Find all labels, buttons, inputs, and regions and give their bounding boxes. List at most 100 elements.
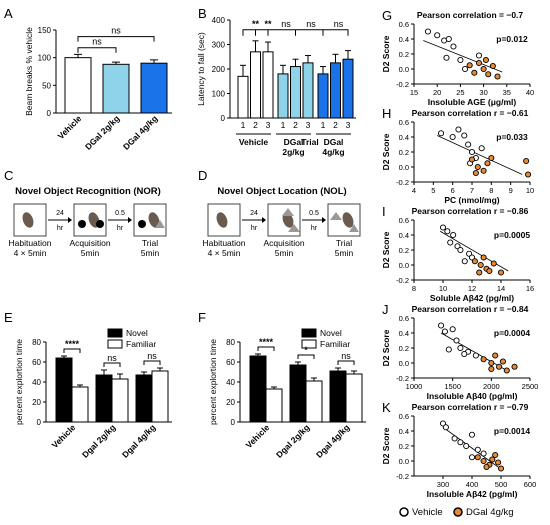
dgal-point — [488, 359, 495, 367]
x-tick-label: 2 — [333, 120, 338, 130]
x-tick-label: 300 — [437, 480, 450, 489]
dgal-point — [503, 367, 510, 374]
interval-unit: hr — [57, 225, 64, 232]
dgal-point — [471, 69, 478, 76]
x-tick-label: 14 — [497, 284, 505, 293]
panel-J: Pearson correlation r = −0.84 -0.2 0.0 0.2 0… — [381, 304, 538, 401]
x-tick-label: 2 — [293, 120, 298, 130]
fit-line — [442, 426, 499, 468]
y-axis-label: D2 Score — [381, 329, 391, 366]
legend-label: Novel — [126, 328, 148, 338]
legend-swatch — [301, 339, 317, 349]
significance-label: ns — [111, 26, 121, 36]
y-axis-label: Latency to fall (sec) — [196, 32, 206, 106]
y-tick-label: 80 — [32, 338, 41, 347]
vehicle-point — [461, 65, 469, 73]
significance-label: **** — [65, 339, 80, 349]
group-label: DGal — [324, 137, 344, 147]
significance-bracket — [77, 36, 155, 42]
step-label: Trial — [142, 238, 158, 248]
x-tick-label: 4 — [412, 186, 416, 195]
x-tick-label: 2000 — [483, 382, 500, 391]
bar — [277, 73, 289, 119]
dgal-point — [482, 56, 489, 64]
arrow-head — [322, 217, 326, 223]
vehicle-point — [441, 328, 448, 335]
panel-letter-F: F — [198, 310, 206, 325]
y-tick-label: -0.2 — [396, 472, 409, 481]
dgal-point — [490, 260, 497, 267]
y-tick-label: 0.0 — [399, 261, 409, 270]
y-tick-label: 0.6 — [399, 314, 409, 323]
y-tick-label: 0.4 — [399, 133, 409, 142]
p-value: p=0.033 — [496, 132, 528, 142]
vehicle-point — [474, 446, 481, 453]
chart-title: Pearson correlation r = −0.79 — [412, 402, 529, 412]
y-tick-label: -0.2 — [396, 276, 409, 285]
vehicle-point — [468, 454, 476, 461]
arrow-head — [262, 217, 266, 223]
vehicle-point — [447, 239, 454, 246]
legend-label: Familiar — [320, 339, 350, 349]
group-label: Vehicle — [239, 137, 269, 147]
y-tick-label: 200 — [212, 65, 226, 74]
bar — [290, 66, 301, 119]
step-label: Trial — [336, 238, 352, 248]
vehicle-point — [439, 224, 447, 231]
vehicle-point — [445, 346, 452, 353]
dgal-point — [488, 365, 495, 373]
panel-letter-D: D — [198, 168, 207, 183]
step-duration: 5min — [81, 248, 100, 258]
y-tick-label: 400 — [212, 16, 226, 25]
dgal-point — [499, 358, 506, 365]
significance-bracket — [103, 362, 121, 367]
y-tick-label: 0.0 — [399, 457, 409, 466]
x-tick-label: Dgal 2g/kg — [80, 422, 117, 459]
chart-title: Pearson correlation r = −0.61 — [412, 108, 529, 118]
dgal-point — [484, 160, 491, 167]
x-tick-label: 1 — [241, 120, 246, 130]
y-tick-label: 300 — [212, 41, 226, 50]
panel-letter-A: A — [4, 6, 13, 21]
y-tick-label: 0.6 — [399, 412, 409, 421]
panel-letter-G: G — [382, 8, 392, 23]
dgal-point — [480, 65, 487, 73]
dgal-point — [511, 363, 518, 370]
object-triangle — [155, 220, 165, 228]
dgal-point — [476, 269, 483, 276]
p-value: p=0.0004 — [494, 328, 530, 338]
y-axis-label: D2 Score — [381, 133, 391, 170]
vehicle-point — [438, 130, 445, 137]
y-tick-label: 0.2 — [399, 148, 409, 157]
y-axis-label: D2 Score — [381, 427, 391, 464]
panel-K: Pearson correlation r = −0.79 -0.2 0.0 0.2 0… — [381, 402, 536, 499]
bar — [329, 370, 347, 423]
y-tick-label: 20 — [32, 398, 41, 407]
y-tick-label: 100 — [38, 54, 52, 63]
vehicle-point — [461, 132, 468, 139]
y-tick-label: 100 — [212, 90, 226, 99]
group-label: 2g/kg — [282, 147, 304, 157]
y-tick-label: 0.6 — [399, 216, 409, 225]
object-triangle — [288, 224, 300, 232]
x-tick-label: Vehicle — [244, 422, 272, 450]
significance-label: ** — [264, 19, 272, 29]
dgal-point — [485, 71, 492, 78]
step-duration: 5min — [335, 248, 354, 258]
x-axis-label: Insoluble Aβ42 (pg/ml) — [427, 489, 518, 499]
y-tick-label: 0.0 — [399, 359, 409, 368]
y-tick-label: 0 — [47, 109, 52, 118]
x-axis-label: PC (nmol/mg) — [444, 195, 499, 205]
y-tick-label: 0.0 — [399, 65, 409, 74]
p-value: p=0.0014 — [494, 426, 530, 436]
y-tick-label: 0.4 — [399, 35, 409, 44]
vehicle-point — [434, 32, 441, 39]
y-tick-label: -0.2 — [396, 80, 409, 89]
y-axis-label: percent explortion time — [14, 339, 24, 425]
step-label: Habituation — [202, 238, 245, 248]
vehicle-point — [450, 231, 457, 239]
interval-unit: hr — [117, 225, 124, 232]
x-tick-label: 25 — [456, 88, 464, 97]
dgal-point — [471, 258, 478, 265]
